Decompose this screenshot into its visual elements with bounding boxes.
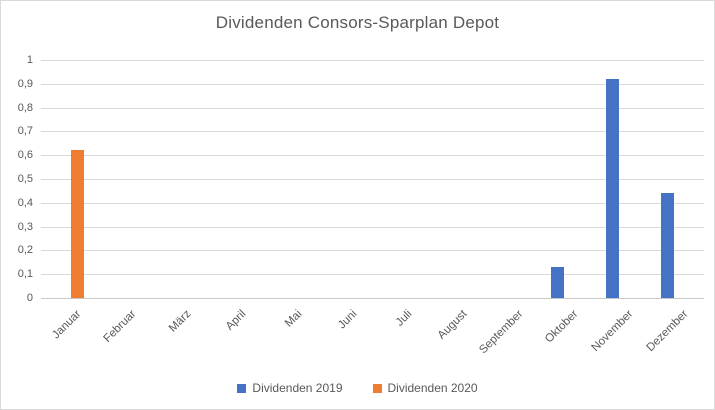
gridline bbox=[41, 226, 704, 228]
legend-label: Dividenden 2019 bbox=[252, 381, 343, 395]
bar-dividenden-2019 bbox=[550, 267, 564, 298]
bar-dividenden-2020 bbox=[70, 150, 84, 298]
bar-dividenden-2019 bbox=[661, 193, 675, 298]
y-axis-tick-label: 0,5 bbox=[17, 173, 33, 185]
y-axis-tick-label: 0,1 bbox=[17, 268, 33, 281]
gridline bbox=[41, 131, 704, 133]
y-axis-tick-label: 0,8 bbox=[17, 101, 33, 114]
chart-title: Dividenden Consors-Sparplan Depot bbox=[215, 13, 500, 32]
gridline bbox=[41, 179, 704, 180]
bar-dividenden-2019 bbox=[606, 79, 620, 298]
y-axis-tick-label: 0,7 bbox=[17, 125, 33, 138]
legend-label: Dividenden 2020 bbox=[387, 381, 478, 395]
y-axis-tick-label: 0,6 bbox=[17, 149, 33, 162]
legend: Dividenden 2019 Dividenden 2020 bbox=[1, 381, 714, 395]
y-axis-tick-label: 1 bbox=[26, 54, 33, 66]
gridline bbox=[41, 202, 704, 204]
y-axis-tick-label: 0 bbox=[26, 292, 33, 304]
y-axis-tick-label: 0,4 bbox=[17, 196, 33, 209]
legend-item: Dividenden 2019 bbox=[237, 381, 343, 395]
plot-area: 0 0,1 0,2 0,3 0,4 0,5 0,6 0,7 0,8 0,9 1 Januar Febru… bbox=[18, 54, 704, 356]
legend-swatch-dividenden-2020 bbox=[372, 383, 382, 393]
y-axis-tick-label: 0,2 bbox=[17, 244, 33, 257]
gridline bbox=[41, 274, 704, 276]
gridline bbox=[41, 250, 704, 252]
gridline bbox=[41, 60, 704, 61]
y-axis-tick-label: 0,9 bbox=[17, 77, 33, 90]
gridline bbox=[41, 83, 704, 85]
gridline bbox=[41, 107, 704, 109]
y-axis-tick-label: 0,3 bbox=[17, 220, 33, 233]
legend-item: Dividenden 2020 bbox=[372, 381, 478, 395]
gridline bbox=[41, 155, 704, 157]
legend-swatch-dividenden-2019 bbox=[237, 383, 247, 393]
x-axis-line bbox=[41, 298, 704, 299]
